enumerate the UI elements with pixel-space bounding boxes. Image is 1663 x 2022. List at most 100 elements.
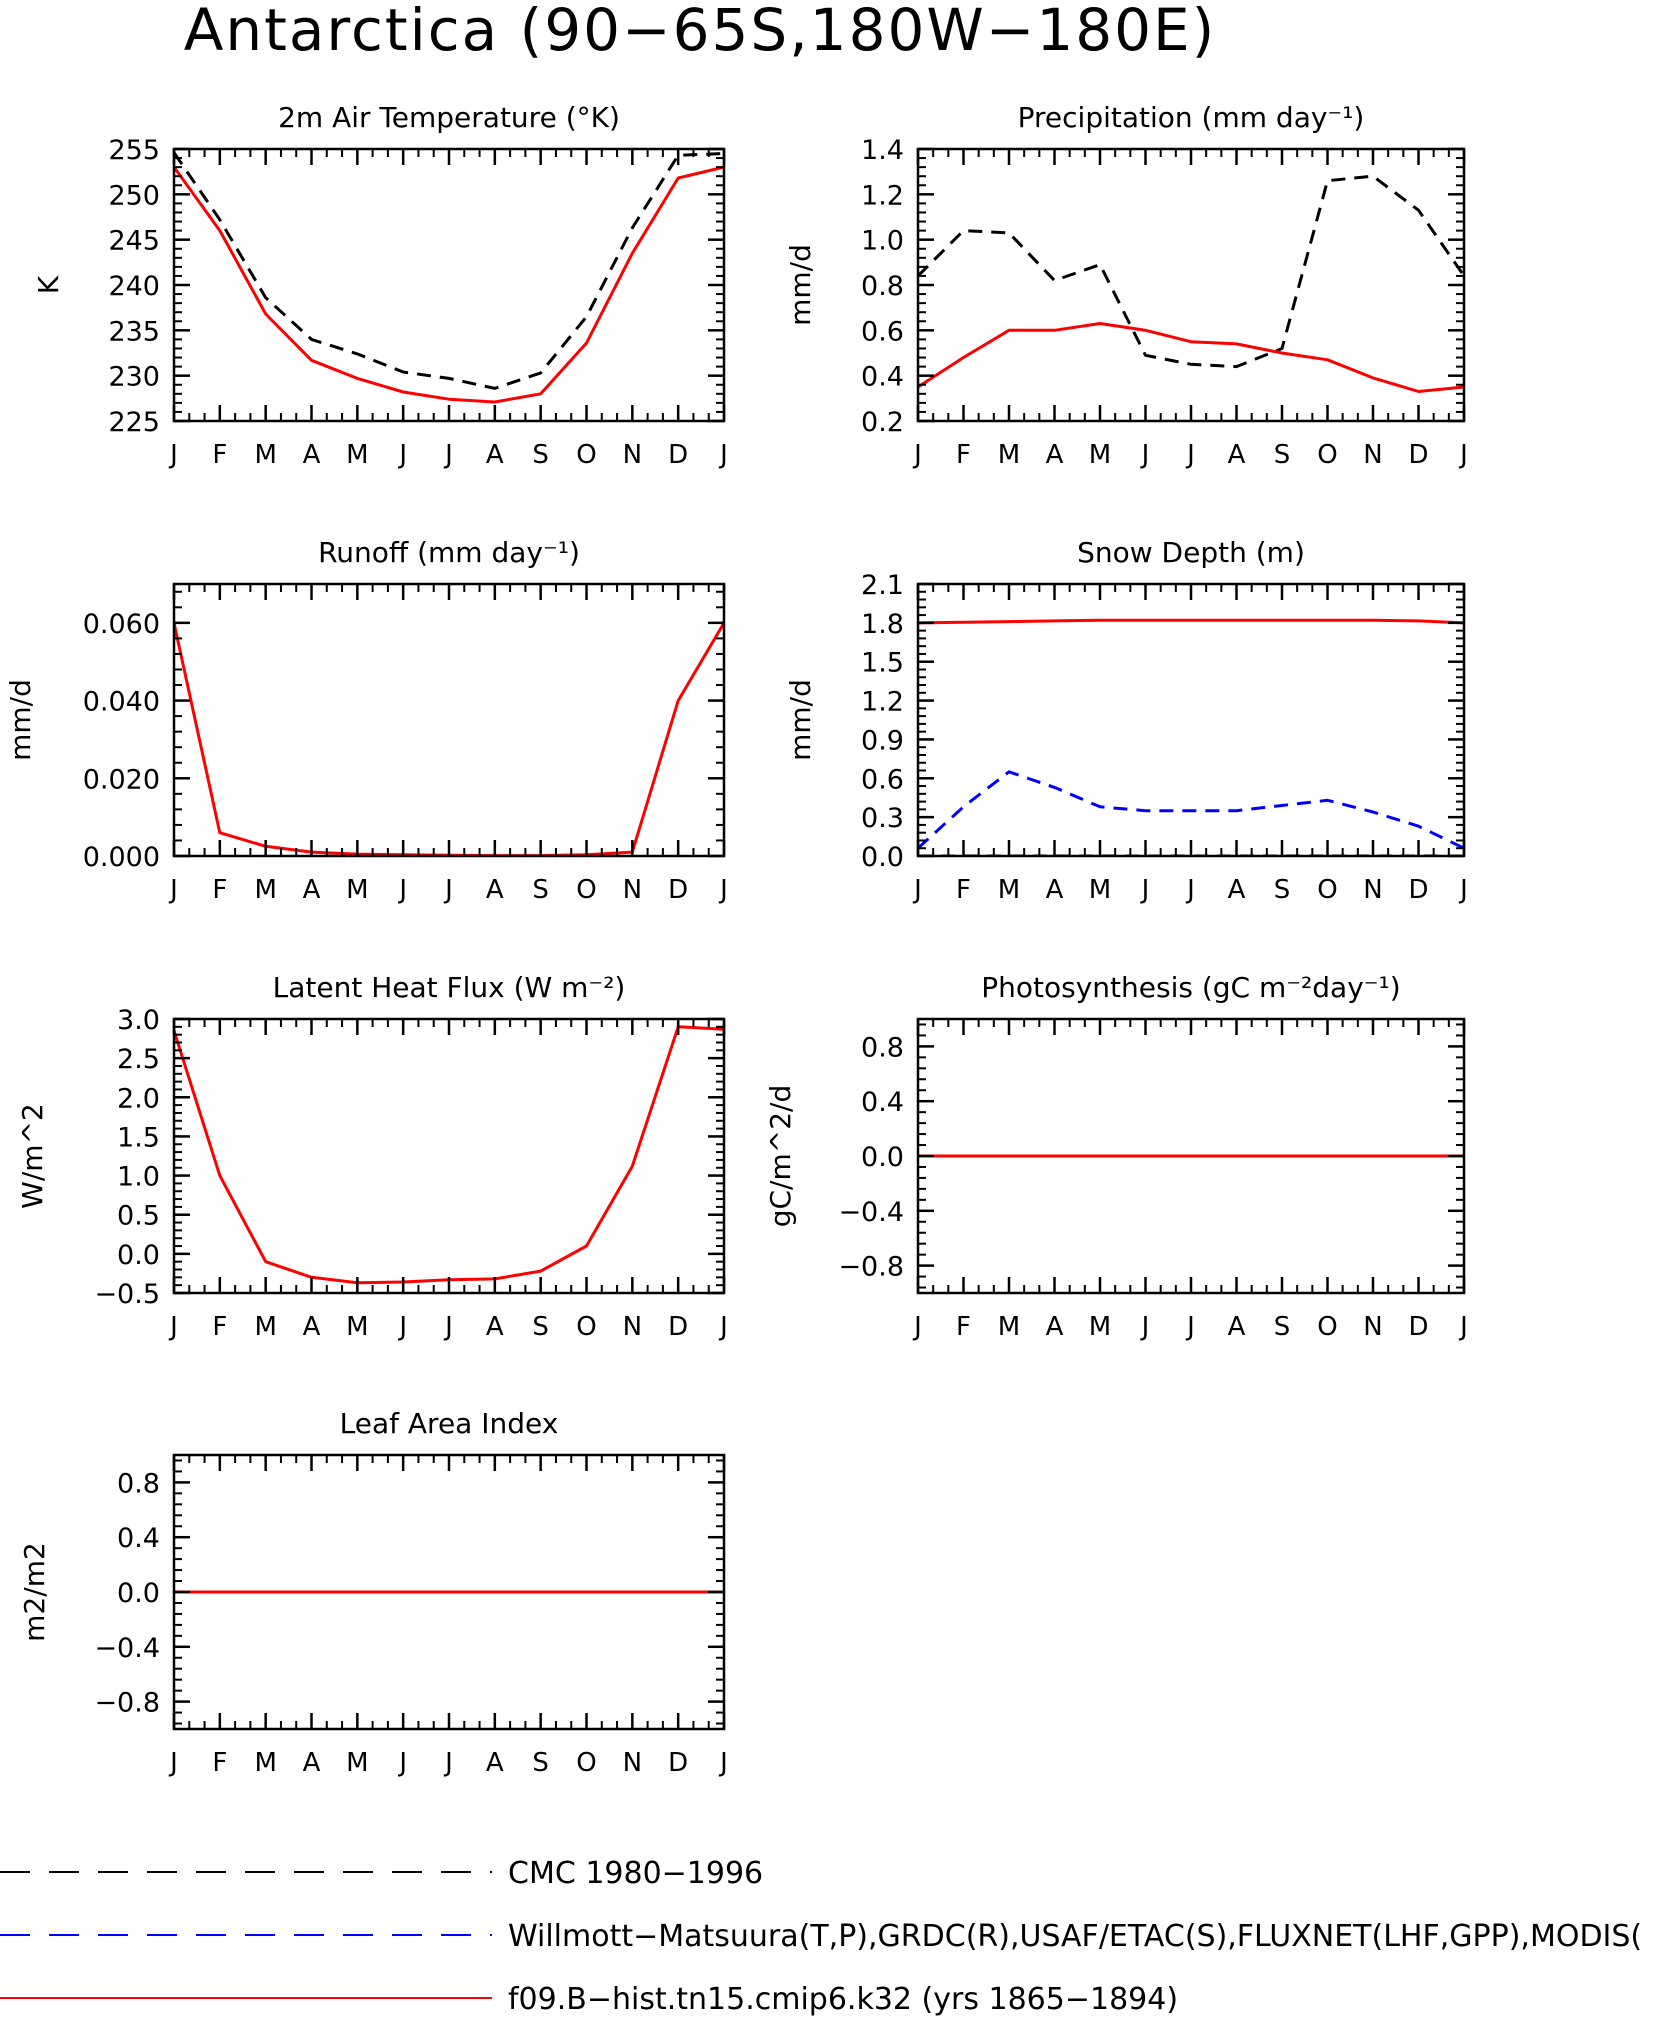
- y-tick-label: 0.6: [861, 316, 904, 347]
- y-tick-label: 240: [108, 271, 160, 302]
- y-tick-label: 0.9: [861, 725, 904, 756]
- y-tick-label: 0.0: [117, 1578, 160, 1609]
- x-tick-label: J: [443, 1748, 453, 1778]
- y-axis-label: gC/m^2/d: [764, 1085, 797, 1228]
- x-tick-label: J: [397, 875, 407, 905]
- x-tick-label: S: [1274, 1312, 1291, 1342]
- x-tick-label: M: [998, 1312, 1020, 1342]
- y-tick-label: 0.020: [83, 764, 160, 795]
- x-tick-label: M: [254, 1748, 276, 1778]
- x-tick-label: O: [576, 440, 596, 470]
- series-line: [174, 622, 724, 856]
- x-tick-label: J: [718, 1312, 728, 1342]
- legend-item: f09.B−hist.tn15.cmip6.k32 (yrs 1865−1894…: [0, 1982, 1178, 2017]
- x-tick-label: J: [912, 440, 922, 470]
- y-tick-label: 0.6: [861, 764, 904, 795]
- plot-frame: [172, 582, 726, 858]
- x-tick-label: D: [1408, 1312, 1428, 1342]
- series-line: [174, 1025, 724, 1285]
- x-tick-label: J: [443, 875, 453, 905]
- x-tick-label: F: [212, 1748, 227, 1778]
- figure-title: Antarctica (90−65S,180W−180E): [184, 0, 1217, 64]
- x-tick-label: S: [1274, 875, 1291, 905]
- y-tick-label: 1.5: [861, 648, 904, 679]
- y-tick-label: 2.1: [861, 570, 904, 601]
- y-tick-label: −0.8: [838, 1252, 904, 1283]
- y-axis-label: mm/d: [4, 679, 37, 761]
- x-tick-label: M: [1089, 875, 1111, 905]
- x-tick-label: D: [668, 440, 688, 470]
- panel-title: Latent Heat Flux (W m⁻²): [273, 971, 626, 1004]
- y-tick-label: 230: [108, 362, 160, 393]
- x-tick-label: A: [303, 1748, 321, 1778]
- y-tick-label: 255: [108, 135, 160, 166]
- panel-title: Photosynthesis (gC m⁻²day⁻¹): [981, 971, 1400, 1004]
- y-tick-label: 0.8: [861, 271, 904, 302]
- y-axis-label: W/m^2: [16, 1103, 49, 1209]
- y-tick-label: 2.0: [117, 1083, 160, 1114]
- x-tick-label: O: [576, 1312, 596, 1342]
- x-tick-label: J: [443, 1312, 453, 1342]
- legend-item: Willmott−Matsuura(T,P),GRDC(R),USAF/ETAC…: [0, 1919, 1642, 1954]
- x-tick-label: O: [1317, 440, 1337, 470]
- panel-title: 2m Air Temperature (°K): [278, 101, 620, 134]
- y-tick-label: 0.0: [861, 842, 904, 873]
- legend-label: f09.B−hist.tn15.cmip6.k32 (yrs 1865−1894…: [508, 1982, 1178, 2017]
- y-tick-label: 0.4: [861, 362, 904, 393]
- x-tick-label: N: [623, 440, 642, 470]
- x-tick-label: A: [1046, 440, 1064, 470]
- x-tick-label: M: [346, 1312, 368, 1342]
- x-tick-label: J: [397, 1312, 407, 1342]
- y-tick-label: 3.0: [117, 1005, 160, 1036]
- y-tick-label: −0.5: [94, 1279, 160, 1310]
- x-tick-label: M: [346, 875, 368, 905]
- x-tick-label: J: [1458, 875, 1468, 905]
- x-tick-label: O: [1317, 1312, 1337, 1342]
- x-tick-label: N: [1363, 440, 1382, 470]
- x-tick-label: M: [1089, 440, 1111, 470]
- x-tick-label: S: [532, 1312, 549, 1342]
- x-tick-label: J: [1185, 1312, 1195, 1342]
- series-line: [918, 174, 1464, 369]
- y-axis-label: mm/d: [784, 679, 817, 761]
- x-tick-label: F: [212, 875, 227, 905]
- x-tick-label: A: [1228, 875, 1246, 905]
- x-tick-label: D: [668, 875, 688, 905]
- x-tick-label: A: [303, 875, 321, 905]
- y-tick-label: 1.2: [861, 687, 904, 718]
- x-tick-label: M: [346, 440, 368, 470]
- x-tick-label: J: [1140, 875, 1150, 905]
- y-tick-label: 1.0: [861, 226, 904, 257]
- y-tick-label: 0.2: [861, 407, 904, 438]
- x-tick-label: S: [532, 875, 549, 905]
- x-tick-label: J: [443, 440, 453, 470]
- x-tick-label: O: [576, 1748, 596, 1778]
- x-tick-label: F: [956, 875, 971, 905]
- x-tick-label: N: [623, 1748, 642, 1778]
- y-axis-label: mm/d: [784, 244, 817, 326]
- x-tick-label: S: [1274, 440, 1291, 470]
- x-tick-label: A: [303, 440, 321, 470]
- x-tick-label: M: [1089, 1312, 1111, 1342]
- x-tick-label: J: [1458, 1312, 1468, 1342]
- y-tick-label: 0.0: [861, 1142, 904, 1173]
- x-tick-label: A: [303, 1312, 321, 1342]
- y-tick-label: −0.4: [838, 1197, 904, 1228]
- x-tick-label: N: [623, 875, 642, 905]
- chart-panel: J F M A M J J A S O N D J−0.50.00.51.01.52.02.53.0La…: [16, 971, 728, 1342]
- x-tick-label: J: [1185, 440, 1195, 470]
- y-axis-label: m2/m2: [18, 1542, 51, 1642]
- legend: CMC 1980−1996 Willmott−Matsuura(T,P),GRDC…: [0, 1856, 1642, 2017]
- y-tick-label: 1.0: [117, 1162, 160, 1193]
- x-tick-label: S: [532, 440, 549, 470]
- y-axis-label: K: [32, 275, 65, 294]
- x-tick-label: J: [1140, 1312, 1150, 1342]
- x-tick-label: J: [1140, 440, 1150, 470]
- y-tick-label: 0.8: [861, 1032, 904, 1063]
- x-tick-label: N: [1363, 1312, 1382, 1342]
- y-tick-label: 1.2: [861, 180, 904, 211]
- x-tick-label: S: [532, 1748, 549, 1778]
